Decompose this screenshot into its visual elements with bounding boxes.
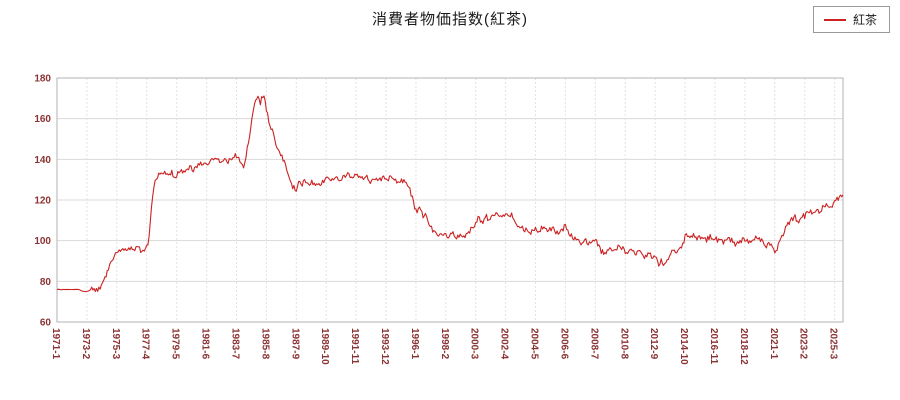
- y-tick-label: 120: [34, 196, 51, 207]
- x-tick-label: 1975-3: [110, 328, 121, 360]
- legend-line-marker: [823, 18, 846, 21]
- y-tick-label: 180: [34, 74, 51, 85]
- x-tick-label: 1971-1: [50, 328, 61, 360]
- y-tick-label: 160: [34, 114, 51, 125]
- x-tick-label: 1987-9: [289, 328, 300, 360]
- x-tick-label: 2008-7: [588, 328, 599, 360]
- x-tick-label: 2004-5: [529, 328, 540, 360]
- x-tick-label: 1993-12: [379, 328, 390, 365]
- x-tick-label: 2010-8: [618, 328, 629, 360]
- x-tick-label: 1991-11: [349, 328, 360, 365]
- y-tick-label: 140: [34, 155, 51, 166]
- x-tick-label: 1977-4: [140, 328, 151, 360]
- x-tick-label: 1973-2: [80, 328, 91, 360]
- y-tick-label: 80: [40, 277, 52, 288]
- x-tick-label: 2012-9: [648, 328, 659, 360]
- x-tick-label: 1985-8: [259, 328, 270, 360]
- plot-border: [56, 77, 844, 323]
- x-tick-label: 2006-6: [558, 328, 569, 360]
- x-tick-label: 1998-2: [439, 328, 450, 360]
- y-tick-label: 100: [34, 236, 51, 247]
- x-tick-label: 2014-10: [678, 328, 689, 365]
- legend: 紅茶: [812, 6, 890, 33]
- y-tick-label: 60: [40, 318, 52, 329]
- x-tick-label: 1996-1: [409, 328, 420, 360]
- x-tick-label: 2023-2: [798, 328, 809, 360]
- x-tick-label: 1981-6: [200, 328, 211, 360]
- x-tick-label: 2018-12: [738, 328, 749, 365]
- series-line-tea: [56, 95, 844, 293]
- x-tick-label: 1979-5: [170, 328, 181, 360]
- x-tick-label: 2002-4: [499, 328, 510, 360]
- x-tick-label: 2000-3: [469, 328, 480, 360]
- chart-title: 消費者物価指数(紅茶): [372, 11, 528, 28]
- legend-series-label: 紅茶: [852, 13, 877, 27]
- x-tick-label: 2016-11: [708, 328, 719, 365]
- x-tick-label: 1983-7: [229, 328, 240, 360]
- x-tick-label: 1989-10: [319, 328, 330, 365]
- x-tick-label: 2021-1: [768, 328, 779, 360]
- x-tick-label: 2025-3: [828, 328, 839, 360]
